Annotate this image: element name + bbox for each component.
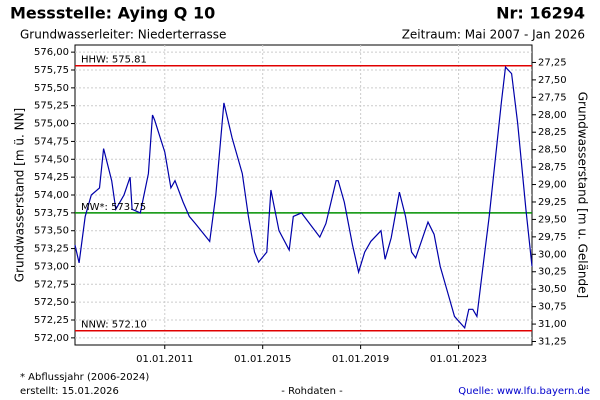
x-tick-label: 01.01.2023	[430, 354, 487, 365]
y-tick-label: 572,75	[34, 279, 69, 290]
y2-tick-label: 27,75	[538, 92, 567, 103]
y2-tick-label: 30,75	[538, 302, 567, 313]
y-tick-label: 574,50	[34, 154, 69, 165]
chart-title: Messstelle: Aying Q 10	[10, 4, 215, 23]
reference-label: MW*: 573.75	[81, 202, 146, 213]
y-tick-label: 575,00	[34, 119, 69, 130]
y-tick-label: 573,75	[34, 208, 69, 219]
y-tick-label: 575,50	[34, 83, 69, 94]
x-tick-label: 01.01.2015	[234, 354, 291, 365]
y-tick-label: 574,00	[34, 190, 69, 201]
y2-tick-label: 29,25	[538, 197, 567, 208]
data-status: - Rohdaten -	[281, 386, 343, 397]
y2-tick-label: 27,25	[538, 57, 567, 68]
period: Zeitraum: Mai 2007 - Jan 2026	[402, 28, 585, 42]
footnote: * Abflussjahr (2006-2024)	[20, 372, 149, 383]
subtitle: Grundwasserleiter: Niederterrasse	[20, 28, 226, 42]
station-number: Nr: 16294	[496, 4, 585, 23]
y2-tick-label: 31,25	[538, 337, 567, 348]
y-tick-label: 572,00	[34, 333, 69, 344]
y2-tick-label: 29,00	[538, 180, 567, 191]
y-tick-label: 573,25	[34, 244, 69, 255]
y-tick-label: 573,00	[34, 261, 69, 272]
y-tick-label: 575,25	[34, 101, 69, 112]
x-tick-label: 01.01.2019	[332, 354, 389, 365]
y2-tick-label: 29,50	[538, 214, 567, 225]
y-tick-label: 574,25	[34, 172, 69, 183]
y-tick-label: 573,50	[34, 226, 69, 237]
y2-axis-title: Grundwasserstand [m u. Gelände]	[576, 92, 590, 298]
y2-tick-label: 30,50	[538, 284, 567, 295]
created-date: erstellt: 15.01.2026	[20, 386, 119, 397]
y-tick-label: 576,00	[34, 47, 69, 58]
reference-label: NNW: 572.10	[81, 320, 147, 331]
y2-tick-label: 28,25	[538, 127, 567, 138]
y2-tick-label: 28,50	[538, 145, 567, 156]
y2-tick-label: 28,00	[538, 110, 567, 121]
y-tick-label: 575,75	[34, 65, 69, 76]
reference-label: HHW: 575.81	[81, 55, 147, 66]
y-axis-title: Grundwasserstand [m ü. NN]	[13, 108, 27, 282]
source-link[interactable]: Quelle: www.lfu.bayern.de	[458, 386, 590, 397]
y2-tick-label: 29,75	[538, 232, 567, 243]
y2-tick-label: 30,00	[538, 249, 567, 260]
y2-tick-label: 30,25	[538, 267, 567, 278]
y2-tick-label: 28,75	[538, 162, 567, 173]
y-tick-label: 574,75	[34, 136, 69, 147]
y2-tick-label: 31,00	[538, 319, 567, 330]
y-tick-label: 572,25	[34, 315, 69, 326]
x-tick-label: 01.01.2011	[136, 354, 193, 365]
water-level-line	[74, 65, 533, 330]
y2-tick-label: 27,50	[538, 75, 567, 86]
y-tick-label: 572,50	[34, 297, 69, 308]
